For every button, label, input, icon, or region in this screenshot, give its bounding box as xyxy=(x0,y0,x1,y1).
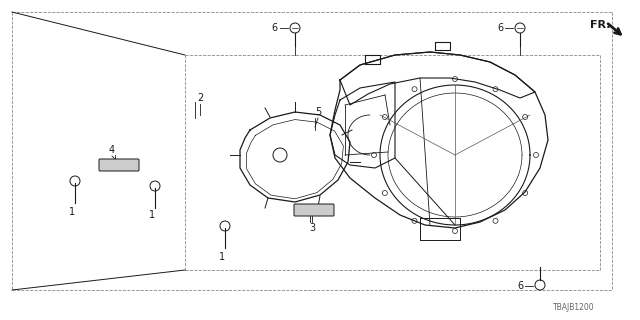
FancyBboxPatch shape xyxy=(99,159,139,171)
Text: 6: 6 xyxy=(517,281,523,291)
Text: 1: 1 xyxy=(219,252,225,262)
Text: 3: 3 xyxy=(309,223,315,233)
Text: FR.: FR. xyxy=(590,20,611,30)
Text: 5: 5 xyxy=(315,107,321,117)
Text: 1: 1 xyxy=(69,207,75,217)
FancyBboxPatch shape xyxy=(294,204,334,216)
Text: 6: 6 xyxy=(272,23,278,33)
Text: 6: 6 xyxy=(497,23,503,33)
Text: TBAJB1200: TBAJB1200 xyxy=(554,303,595,313)
Text: 2: 2 xyxy=(197,93,203,103)
Text: 4: 4 xyxy=(109,145,115,155)
Text: 1: 1 xyxy=(149,210,155,220)
